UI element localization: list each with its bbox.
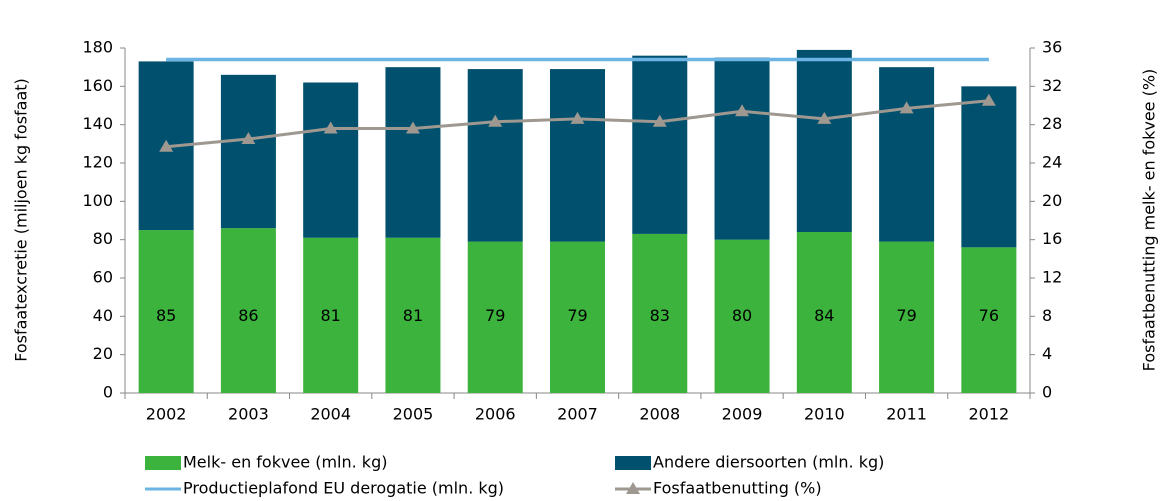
legend-label: Melk- en fokvee (mln. kg)	[183, 453, 387, 472]
legend-label: Andere diersoorten (mln. kg)	[653, 453, 884, 472]
bar-segment	[303, 237, 359, 393]
marker	[323, 121, 338, 134]
bar-segment	[467, 69, 523, 242]
marker	[570, 111, 585, 124]
bar-segment	[879, 67, 935, 242]
marker	[735, 104, 750, 117]
y-tick-label: 100	[82, 191, 113, 210]
bar-segment	[879, 241, 935, 393]
data-label: 79	[485, 306, 505, 325]
legend-swatch	[615, 456, 651, 470]
data-label: 79	[567, 306, 587, 325]
x-tick-label: 2011	[886, 405, 927, 424]
marker	[405, 121, 420, 134]
bar-segment	[714, 239, 770, 393]
data-label: 79	[896, 306, 916, 325]
y-tick-label: 20	[93, 344, 113, 363]
x-tick-label: 2012	[969, 405, 1010, 424]
y2-tick-label: 20	[1042, 191, 1062, 210]
y2-tick-label: 32	[1042, 76, 1062, 95]
bar-segment	[220, 228, 276, 393]
y2-tick-label: 28	[1042, 114, 1062, 133]
bar-segment	[467, 241, 523, 393]
x-tick-label: 2002	[146, 405, 187, 424]
bar-segment	[385, 67, 441, 238]
bar-segment	[632, 55, 688, 234]
y2-axis-label: Fosfaatbenutting melk- en fokvee (%)	[1140, 69, 1159, 372]
x-tick-label: 2010	[804, 405, 845, 424]
y2-tick-label: 0	[1042, 383, 1052, 402]
data-label: 85	[156, 306, 176, 325]
data-label: 76	[979, 306, 999, 325]
marker	[159, 139, 174, 152]
y2-tick-label: 4	[1042, 344, 1052, 363]
bar-segment	[385, 237, 441, 393]
x-tick-label: 2006	[475, 405, 516, 424]
bar-segment	[550, 69, 605, 242]
data-label: 81	[321, 306, 341, 325]
marker	[817, 111, 832, 124]
y2-tick-label: 24	[1042, 153, 1062, 172]
y2-tick-label: 36	[1042, 38, 1062, 57]
y-tick-label: 0	[103, 383, 113, 402]
legend-marker	[626, 482, 640, 494]
y2-tick-label: 12	[1042, 268, 1062, 287]
y-tick-label: 60	[93, 268, 113, 287]
bar-segment	[796, 232, 852, 393]
data-label: 83	[650, 306, 670, 325]
bar-segment	[632, 233, 688, 393]
y-tick-label: 140	[82, 114, 113, 133]
data-label: 80	[732, 306, 752, 325]
x-tick-label: 2008	[639, 405, 680, 424]
marker	[899, 101, 914, 114]
x-tick-label: 2005	[393, 405, 434, 424]
marker	[981, 93, 996, 106]
marker	[488, 114, 503, 127]
y-axis-label: Fosfaatexcretie (miljoen kg fosfaat)	[12, 78, 31, 362]
marker	[652, 114, 667, 127]
y-tick-label: 40	[93, 306, 113, 325]
legend-swatch	[145, 456, 181, 470]
data-label: 86	[238, 306, 258, 325]
y-tick-label: 160	[82, 76, 113, 95]
x-tick-label: 2007	[557, 405, 598, 424]
legend-label: Productieplafond EU derogatie (mln. kg)	[183, 479, 504, 498]
y2-tick-label: 8	[1042, 306, 1052, 325]
bar-segment	[796, 49, 852, 232]
bar-segment	[220, 74, 276, 229]
bar-segment	[138, 230, 194, 393]
bar-segment	[961, 247, 1017, 393]
y-tick-label: 80	[93, 229, 113, 248]
legend-label: Fosfaatbenutting (%)	[653, 479, 822, 498]
y-tick-label: 120	[82, 153, 113, 172]
x-tick-label: 2003	[228, 405, 269, 424]
x-tick-label: 2009	[722, 405, 763, 424]
bar-segment	[303, 82, 359, 238]
data-label: 81	[403, 306, 423, 325]
bar-segment	[714, 57, 770, 240]
marker	[241, 132, 256, 145]
bar-segment	[550, 241, 605, 393]
data-label: 84	[814, 306, 834, 325]
y-tick-label: 180	[82, 38, 113, 57]
bar-segment	[961, 86, 1017, 248]
y2-tick-label: 16	[1042, 229, 1062, 248]
x-tick-label: 2004	[310, 405, 351, 424]
